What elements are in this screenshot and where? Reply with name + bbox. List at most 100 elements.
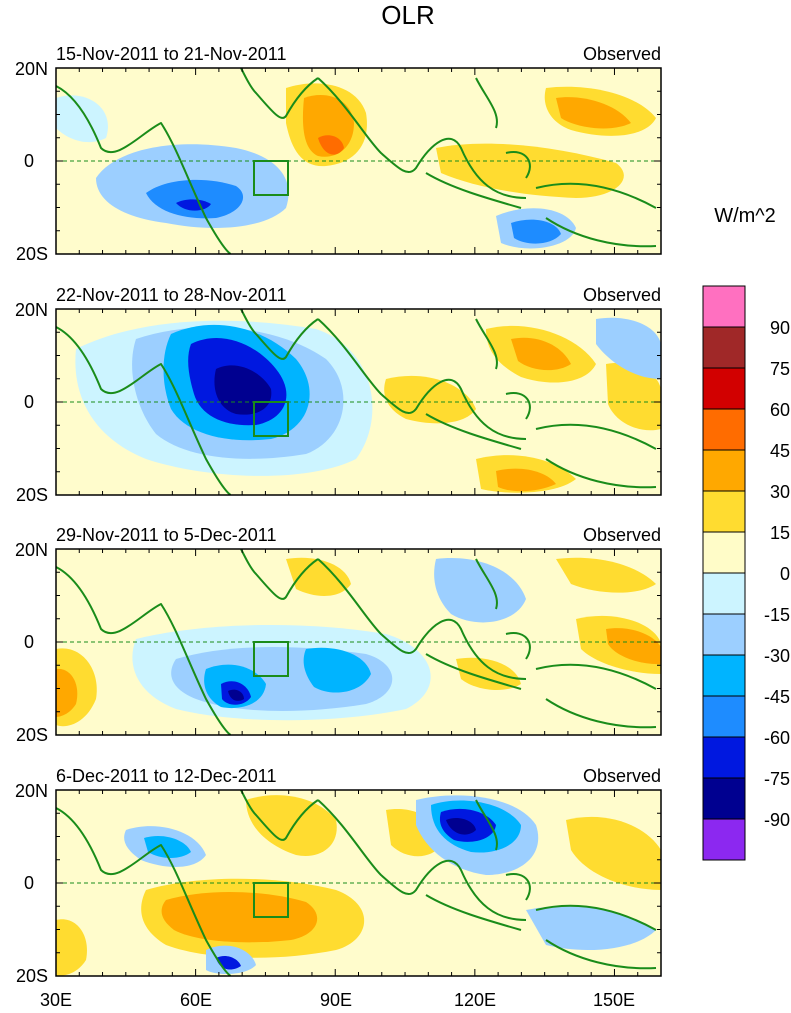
- coastline: [425, 318, 531, 450]
- olr-positive-anomaly: [56, 668, 78, 717]
- olr-negative-anomaly: [526, 906, 656, 950]
- olr-positive-anomaly: [496, 468, 556, 492]
- panel-1-ticks: [55, 67, 662, 255]
- lat-label-20s: 20S: [16, 725, 48, 745]
- colorbar-swatch: [702, 367, 746, 410]
- colorbar-tick-label: 60: [770, 400, 790, 420]
- coastline: [240, 549, 319, 600]
- olr-negative-anomaly: [146, 179, 244, 219]
- colorbar-swatch: [702, 572, 746, 615]
- panel-2-label: Observed: [583, 285, 661, 305]
- olr-positive-anomaly: [566, 816, 661, 890]
- lon-label-30e: 30E: [40, 990, 72, 1010]
- olr-positive-anomaly: [318, 135, 344, 155]
- colorbar-swatch: [702, 285, 746, 328]
- olr-negative-anomaly: [446, 818, 476, 835]
- olr-positive-anomaly: [456, 657, 521, 691]
- coastline: [317, 558, 527, 680]
- coastline: [317, 77, 527, 199]
- olr-positive-anomaly: [556, 97, 631, 129]
- colorbar: 90 75 60 45 30 15 0 -15 -30 -45 -60 -75 -90: [702, 285, 790, 861]
- colorbar-tick-label: -60: [764, 728, 790, 748]
- olr-negative-anomaly: [56, 95, 108, 143]
- lat-label-20s: 20S: [16, 244, 48, 264]
- panel-3-ticks: [55, 548, 662, 736]
- colorbar-swatch: [702, 326, 746, 369]
- colorbar-tick-label: 75: [770, 359, 790, 379]
- olr-negative-anomaly: [511, 219, 561, 244]
- lat-label-20n: 20N: [15, 781, 48, 801]
- colorbar-tick-label: -90: [764, 810, 790, 830]
- coastline: [535, 663, 657, 729]
- panel-1-label: Observed: [583, 44, 661, 64]
- lon-axis-labels: 30E 60E 90E 120E 150E: [40, 990, 635, 1010]
- coastline: [240, 68, 319, 119]
- colorbar-swatch: [702, 818, 746, 861]
- colorbar-tick-label: 0: [780, 564, 790, 584]
- panel-4-ticks: [55, 789, 662, 977]
- lat-label-20s: 20S: [16, 485, 48, 505]
- olr-positive-anomaly: [286, 557, 351, 596]
- colorbar-swatch: [702, 531, 746, 574]
- lat-label-0: 0: [24, 873, 34, 893]
- olr-negative-anomaly: [434, 558, 526, 623]
- colorbar-tick-label: 30: [770, 482, 790, 502]
- colorbar-tick-label: -15: [764, 605, 790, 625]
- olr-positive-anomaly: [606, 362, 661, 431]
- olr-negative-anomaly: [303, 647, 371, 693]
- lat-label-20s: 20S: [16, 966, 48, 986]
- olr-positive-anomaly: [556, 557, 656, 593]
- panel-3-map: [56, 549, 661, 735]
- colorbar-swatch: [702, 736, 746, 779]
- panel-4-map: [56, 790, 661, 976]
- colorbar-tick-label: -30: [764, 646, 790, 666]
- olr-positive-anomaly: [511, 337, 571, 371]
- colorbar-tick-label: -45: [764, 687, 790, 707]
- olr-positive-anomaly: [246, 795, 337, 856]
- region-box: [253, 641, 289, 677]
- panel-3-label: Observed: [583, 525, 661, 545]
- colorbar-swatch: [702, 408, 746, 451]
- lon-label-120e: 120E: [454, 990, 496, 1010]
- olr-negative-anomaly: [228, 689, 244, 701]
- lat-label-0: 0: [24, 632, 34, 652]
- colorbar-tick-label: 45: [770, 441, 790, 461]
- lon-label-150e: 150E: [593, 990, 635, 1010]
- coastline: [535, 423, 657, 489]
- olr-positive-anomaly: [302, 95, 354, 157]
- panel-2-map: [56, 309, 661, 495]
- olr-positive-anomaly: [56, 919, 87, 976]
- panel-4-date-range: 6-Dec-2011 to 12-Dec-2011: [56, 766, 276, 786]
- colorbar-tick-label: 15: [770, 523, 790, 543]
- coastline: [56, 85, 232, 254]
- colorbar-tick-label: 90: [770, 318, 790, 338]
- colorbar-tick-label: -75: [764, 769, 790, 789]
- panel-4-label: Observed: [583, 766, 661, 786]
- lon-label-60e: 60E: [180, 990, 212, 1010]
- colorbar-swatch: [702, 613, 746, 656]
- panel-1-map: [56, 68, 661, 254]
- coastline: [425, 77, 531, 209]
- coastline: [425, 558, 531, 690]
- colorbar-swatch: [702, 777, 746, 820]
- lat-label-0: 0: [24, 392, 34, 412]
- region-box: [253, 160, 289, 196]
- lon-label-90e: 90E: [320, 990, 352, 1010]
- colorbar-swatch: [702, 449, 746, 492]
- colorbar-units: W/m^2: [714, 205, 776, 227]
- region-box: [253, 882, 289, 918]
- colorbar-swatch: [702, 654, 746, 697]
- panel-2-ticks: [55, 308, 662, 496]
- olr-negative-anomaly: [144, 835, 191, 858]
- panel-1-date-range: 15-Nov-2011 to 21-Nov-2011: [56, 44, 286, 64]
- coastline: [317, 799, 527, 921]
- figure-title: OLR: [381, 0, 434, 30]
- coastline: [535, 182, 657, 248]
- colorbar-swatch: [702, 695, 746, 738]
- olr-positive-anomaly: [384, 375, 476, 424]
- coastline: [535, 904, 657, 970]
- colorbar-swatch: [702, 490, 746, 533]
- panel-3-date-range: 29-Nov-2011 to 5-Dec-2011: [56, 525, 276, 545]
- lat-label-20n: 20N: [15, 540, 48, 560]
